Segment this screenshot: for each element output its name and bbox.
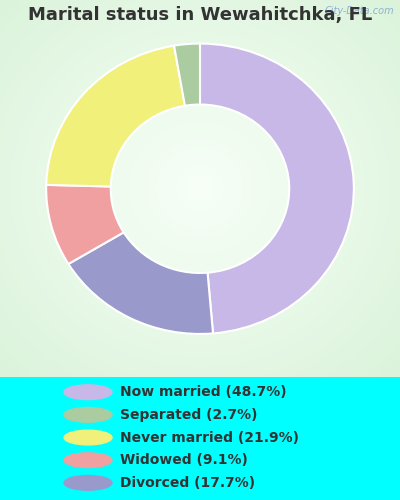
Text: Marital status in Wewahitchka, FL: Marital status in Wewahitchka, FL [28,6,372,24]
Text: Now married (48.7%): Now married (48.7%) [120,385,287,399]
Wedge shape [68,232,213,334]
Text: City-Data.com: City-Data.com [324,6,394,16]
Circle shape [64,453,112,468]
Wedge shape [46,185,124,264]
Text: Divorced (17.7%): Divorced (17.7%) [120,476,255,490]
Wedge shape [174,44,200,106]
Text: Separated (2.7%): Separated (2.7%) [120,408,258,422]
Wedge shape [46,46,185,186]
Circle shape [64,476,112,490]
Text: Widowed (9.1%): Widowed (9.1%) [120,453,248,467]
Circle shape [64,430,112,445]
Circle shape [64,408,112,422]
Text: Never married (21.9%): Never married (21.9%) [120,430,299,444]
Wedge shape [200,44,354,334]
Circle shape [64,385,112,400]
